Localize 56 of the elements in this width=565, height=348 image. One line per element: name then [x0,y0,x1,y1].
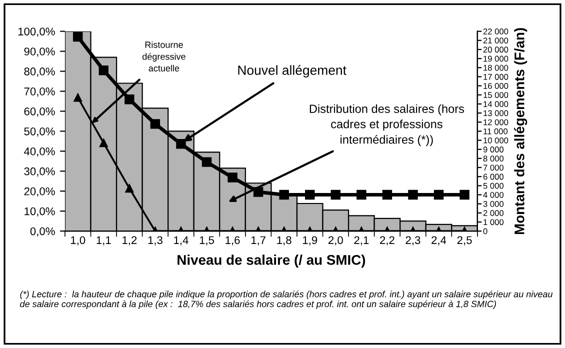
y-tick-label: 70,0% [24,88,55,97]
y2-tick-label: 17 000 [484,74,508,80]
y2-tick-label: 16 000 [484,83,508,89]
annotation: Ristourne dégressive actuelle [142,41,186,72]
y2-axis-title: Montant des allégements (F/an) [514,28,528,234]
y2-tick-label: 10 000 [484,137,508,144]
y2-tick-label: 18 000 [484,64,508,71]
y-tick-label: 30,0% [24,167,55,177]
y-tick-label: 100,0% [18,28,55,37]
y2-tick-label: 14 000 [484,101,508,108]
x-tick-label: 2,3 [406,236,420,246]
x-tick-label: 1,4 [174,236,188,246]
y2-tick-label: 5 000 [483,182,504,189]
text: (*) Lecture : la hauteur de chaque pile indique la proportion de salariés (hors cadres et prof. int.) ayant un salaire supérieur au niveau de salaire correspondant à la pile (ex : 18,7% des salariés hors cadres et prof. int. ont un salaire supérieur à 1,8 SMIC) [20,290,553,309]
x-tick-label: 1,7 [251,236,266,246]
y-tick-label: 90,0% [24,48,55,57]
x-tick-label: 1,5 [200,236,214,246]
y2-tick-label: 21 000 [483,38,508,44]
x-tick-label: 1,8 [277,236,292,246]
y-tick-label: 60,0% [24,107,55,117]
y2-tick-label: 19 000 [484,56,508,62]
y2-tick-label: 3 000 [483,201,504,207]
x-axis-title: Niveau de salaire (/ au SMIC) [178,254,366,268]
y2-tick-label: 6 000 [483,174,504,180]
x-tick-label: 2,2 [380,236,394,246]
y2-tick-label: 4 000 [483,192,504,198]
x-tick-label: 1,2 [122,236,137,246]
x-tick-label: 1,9 [302,236,318,246]
y-tick-label: 20,0% [24,187,55,197]
y2-tick-label: 8 000 [483,156,504,162]
x-tick-label: 2,5 [457,236,472,246]
x-tick-label: 1,6 [226,236,240,246]
x-tick-label: 1,3 [148,236,162,246]
x-tick-label: 2,4 [432,236,446,246]
y2-tick-label: 15 000 [484,92,508,98]
y-tick-label: 10,0% [24,207,55,217]
annotation: Distribution des salaires (hors cadres et professions intermédiaires (*)) [310,104,464,146]
y2-tick-label: 12 000 [484,119,508,126]
y2-tick-label: 11 000 [484,128,508,134]
y-tick-label: 0,0% [30,227,55,237]
x-tick-label: 1,0 [70,236,86,246]
y2-tick-label: 9 000 [483,146,504,152]
x-tick-label: 2,0 [328,236,343,246]
y2-tick-label: 0 [483,228,488,234]
y2-tick-label: 1 000 [484,219,504,226]
y2-tick-label: 20 000 [483,46,508,53]
x-tick-label: 2,1 [354,236,369,246]
annotation: Nouvel allégement [238,65,346,78]
y2-tick-label: 2 000 [483,210,504,216]
y-tick-label: 40,0% [24,147,55,157]
y-tick-label: 80,0% [24,68,55,77]
x-tick-label: 1,1 [96,236,111,246]
y2-tick-label: 13 000 [484,110,508,116]
y-tick-label: 50,0% [24,127,55,137]
y2-tick-label: 22 000 [483,28,508,34]
y2-tick-label: 7 000 [483,164,504,171]
